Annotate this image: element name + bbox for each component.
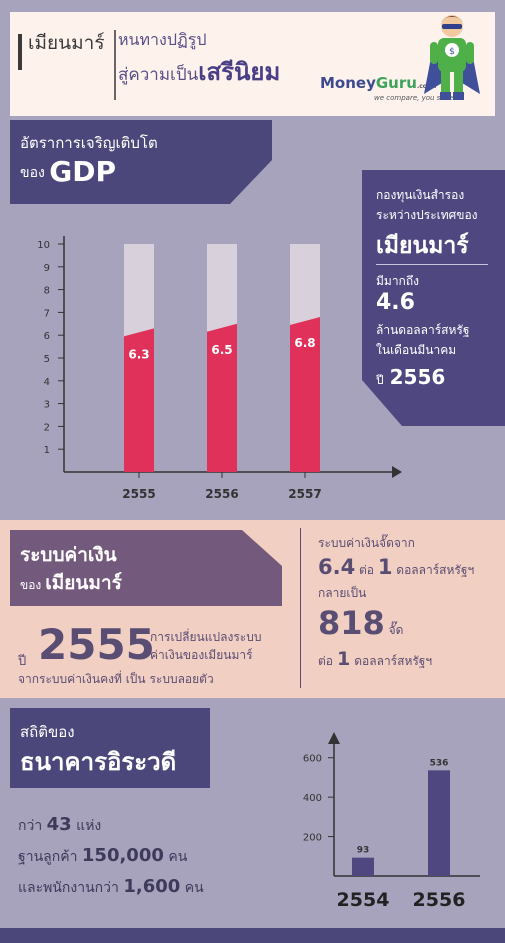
bar [352,857,374,876]
brand-logo: MoneyGuru.co.th [320,74,436,92]
reserve-line4: มีมากถึง [376,274,419,288]
header-accent-bar [18,34,22,70]
currency-rate-line3: กลายเป็น [318,586,367,600]
gdp-bar-chart: 1 2 3 4 5 6 7 8 9 10 6.3 2555 6.5 2556 6.8 2557 [37,236,402,501]
superhero-mascot-icon: $ [424,15,480,100]
bar [124,328,154,472]
bar-data-label: 6.8 [294,336,315,350]
reserve-line2: ระหว่างประเทศของ [376,208,478,222]
header-divider [114,30,116,100]
currency-rate-line2: 6.4 ต่อ 1 ดอลลาร์สหรัฐฯ [318,555,475,579]
currency-banner [10,530,282,606]
currency-subtitle: ของ เมียนมาร์ [20,572,122,594]
currency-title: ระบบค่าเงิน [20,544,117,566]
bar-data-label: 536 [430,758,449,768]
gdp-title-line2: ของ GDP [20,155,117,188]
y-tick-label: 8 [44,286,50,297]
y-tick-label: 3 [44,400,50,411]
bank-title-1: สถิติของ [20,723,75,741]
bottom-strip [0,928,505,943]
currency-desc-1: การเปลี่ยนแปลงระบบ [150,630,262,644]
reserve-value: 4.6 [376,290,415,315]
gdp-title-line1: อัตราการเจริญเติบโต [20,134,158,152]
header-panel [10,12,495,116]
x-tick-label: 2555 [122,487,155,501]
currency-desc-3: จากระบบค่าเงินคงที่ เป็น ระบบลอยตัว [18,672,214,686]
currency-rate-line5: ต่อ 1 ดอลลาร์สหรัฐฯ [318,648,433,670]
reserve-line1: กองทุนเงินสำรอง [376,188,465,202]
currency-rate-line4: 818 จั๊ด [318,604,404,642]
bank-banner [10,708,210,788]
reserve-panel [362,170,505,426]
y-axis-arrow-icon [328,732,340,744]
y-tick-label: 4 [44,377,50,388]
y-tick-label: 1 [44,445,50,456]
reserve-divider [376,264,488,265]
y-tick-label: 400 [303,793,322,804]
bar-data-label: 6.5 [211,343,232,357]
bar [428,770,450,876]
y-tick-label: 7 [44,308,50,319]
y-tick-label: 200 [303,833,322,844]
reserve-country: เมียนมาร์ [376,233,469,259]
header-subtitle-1: หนทางปฏิรูป [118,30,207,49]
gdp-banner [10,120,272,204]
currency-desc-2: ค่าเงินของเมียนมาร์ [150,648,253,662]
currency-divider [300,528,301,688]
y-tick-label: 600 [303,754,322,765]
currency-year: 2555 [38,620,155,669]
bank-stat-branches: กว่า 43 แห่ง [18,814,102,835]
reserve-year: ปี 2556 [376,365,446,389]
bar-data-label: 6.3 [128,347,149,361]
bank-stat-employees: และพนักงานกว่า 1,600 คน [18,876,204,897]
bank-stat-customers: ฐานลูกค้า 150,000 คน [18,845,188,866]
x-tick-label: 2557 [288,487,321,501]
reserve-unit: ล้านดอลลาร์สหรัฐ [376,323,470,337]
x-tick-label: 2554 [337,889,390,911]
bar [290,316,320,472]
y-tick-label: 10 [37,240,50,251]
x-tick-label: 2556 [205,487,238,501]
x-axis-arrow-icon [392,466,402,478]
header-country: เมียนมาร์ [28,32,105,54]
y-tick-label: 6 [44,331,50,342]
x-tick-label: 2556 [413,889,466,911]
header-subtitle-2: สู่ความเป็นเสรีนิยม [118,58,281,86]
bar [207,323,237,472]
currency-rate-line1: ระบบค่าเงินจั๊ดจาก [318,536,415,550]
brand-tagline: we compare, you save [374,94,454,102]
svg-text:$: $ [449,47,455,57]
y-tick-label: 9 [44,263,50,274]
y-tick-label: 2 [44,422,50,433]
y-tick-label: 5 [44,354,50,365]
bank-bar-chart: 200 400 600 93 2554 536 2556 [303,732,480,911]
bank-title-2: ธนาคารอิระวดี [20,748,177,776]
bar-data-label: 93 [357,846,370,856]
reserve-month: ในเดือนมีนาคม [376,343,457,357]
currency-year-prefix: ปี [18,654,27,669]
